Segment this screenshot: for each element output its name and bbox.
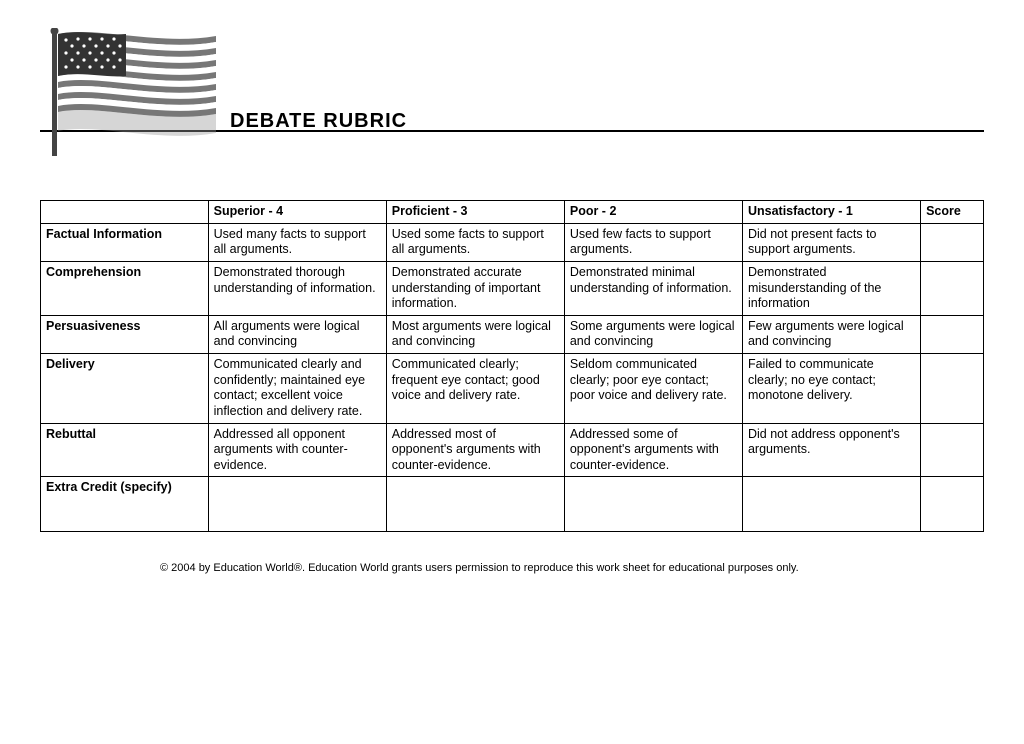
cell <box>742 477 920 532</box>
cell: Communicated clearly and confidently; ma… <box>208 354 386 424</box>
rubric-table: Superior - 4 Proficient - 3 Poor - 2 Uns… <box>40 200 984 532</box>
score-cell <box>921 315 984 353</box>
row-label: Comprehension <box>41 261 209 315</box>
cell: Demonstrated accurate understanding of i… <box>386 261 564 315</box>
row-label: Persuasiveness <box>41 315 209 353</box>
col-header-unsat: Unsatisfactory - 1 <box>742 201 920 224</box>
table-row: Persuasiveness All arguments were logica… <box>41 315 984 353</box>
col-header-score: Score <box>921 201 984 224</box>
cell <box>386 477 564 532</box>
table-row: Factual Information Used many facts to s… <box>41 223 984 261</box>
row-label: Factual Information <box>41 223 209 261</box>
cell: Used many facts to support all arguments… <box>208 223 386 261</box>
table-row: Delivery Communicated clearly and confid… <box>41 354 984 424</box>
score-cell <box>921 477 984 532</box>
cell: Demonstrated thorough understanding of i… <box>208 261 386 315</box>
col-header-poor: Poor - 2 <box>564 201 742 224</box>
row-label: Delivery <box>41 354 209 424</box>
cell: Demonstrated minimal understanding of in… <box>564 261 742 315</box>
cell: Few arguments were logical and convincin… <box>742 315 920 353</box>
cell: Most arguments were logical and convinci… <box>386 315 564 353</box>
flag-icon <box>48 28 218 158</box>
cell: Used few facts to support arguments. <box>564 223 742 261</box>
footer-copyright: © 2004 by Education World®. Education Wo… <box>40 562 984 574</box>
cell <box>564 477 742 532</box>
table-row: Comprehension Demonstrated thorough unde… <box>41 261 984 315</box>
score-cell <box>921 261 984 315</box>
score-cell <box>921 423 984 477</box>
cell: Addressed some of opponent's arguments w… <box>564 423 742 477</box>
cell: Did not present facts to support argumen… <box>742 223 920 261</box>
col-header-proficient: Proficient - 3 <box>386 201 564 224</box>
col-header-criteria <box>41 201 209 224</box>
cell: Communicated clearly; frequent eye conta… <box>386 354 564 424</box>
table-row: Rebuttal Addressed all opponent argument… <box>41 423 984 477</box>
cell: Addressed all opponent arguments with co… <box>208 423 386 477</box>
col-header-superior: Superior - 4 <box>208 201 386 224</box>
score-cell <box>921 223 984 261</box>
cell: Failed to communicate clearly; no eye co… <box>742 354 920 424</box>
score-cell <box>921 354 984 424</box>
cell: Seldom communicated clearly; poor eye co… <box>564 354 742 424</box>
cell: All arguments were logical and convincin… <box>208 315 386 353</box>
cell: Addressed most of opponent's arguments w… <box>386 423 564 477</box>
row-label: Extra Credit (specify) <box>41 477 209 532</box>
header: DEBATE RUBRIC <box>40 20 984 170</box>
row-label: Rebuttal <box>41 423 209 477</box>
cell: Used some facts to support all arguments… <box>386 223 564 261</box>
cell: Did not address opponent's arguments. <box>742 423 920 477</box>
page-title: DEBATE RUBRIC <box>230 110 407 133</box>
document-page: DEBATE RUBRIC Superior - 4 Proficient - … <box>0 0 1024 594</box>
cell <box>208 477 386 532</box>
cell: Some arguments were logical and convinci… <box>564 315 742 353</box>
table-header-row: Superior - 4 Proficient - 3 Poor - 2 Uns… <box>41 201 984 224</box>
cell: Demonstrated misunderstanding of the inf… <box>742 261 920 315</box>
table-row: Extra Credit (specify) <box>41 477 984 532</box>
